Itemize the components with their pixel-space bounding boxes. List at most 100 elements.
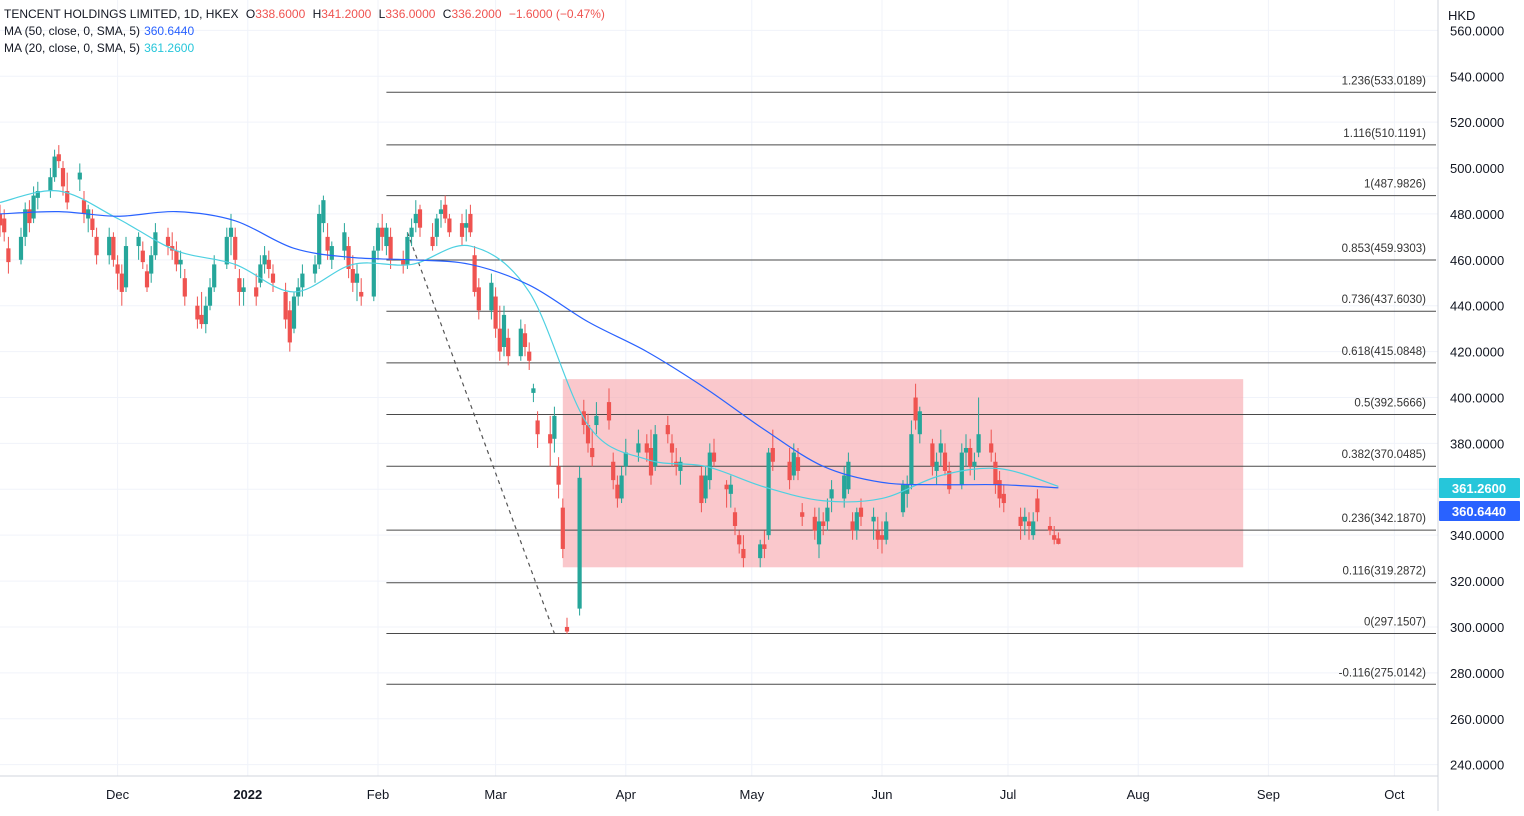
candle-body: [909, 434, 914, 485]
candle-body: [31, 195, 36, 219]
candle-up: [77, 163, 82, 191]
candle-up: [972, 452, 977, 481]
candle-body: [636, 443, 641, 453]
y-tick-label: 420.0000: [1450, 345, 1504, 360]
candle-body: [518, 328, 523, 357]
candle-down: [812, 507, 817, 540]
candle-body: [623, 452, 628, 467]
candle-down: [94, 227, 99, 265]
candle-down: [556, 457, 561, 499]
candle-body: [283, 291, 288, 320]
candle-up: [909, 420, 914, 490]
candle-body: [174, 250, 179, 265]
candle-up: [384, 223, 389, 256]
candle-up: [35, 181, 40, 210]
candle-body: [900, 484, 906, 513]
low-value: 336.0000: [385, 7, 436, 21]
candle-body: [18, 236, 24, 260]
candle-down: [287, 301, 292, 352]
symbol-title: TENCENT HOLDINGS LIMITED, 1D, HKEX: [4, 7, 239, 21]
candle-body: [90, 218, 95, 230]
candle-body: [375, 227, 381, 251]
price-badge-bg: [1439, 478, 1520, 498]
candle-up: [241, 278, 246, 306]
candle-body: [443, 204, 448, 219]
candle-down: [858, 498, 864, 526]
candle-down: [81, 190, 87, 224]
candle-down: [476, 278, 481, 320]
candle-down: [560, 498, 565, 559]
candle-body: [791, 452, 796, 476]
x-tick-label: Dec: [106, 787, 130, 802]
y-tick-label: 480.0000: [1450, 207, 1504, 222]
candle-up: [959, 443, 964, 490]
candle-body: [653, 434, 658, 467]
open-legend: O338.6000: [245, 7, 306, 21]
candle-down: [380, 213, 385, 251]
candle-down: [850, 512, 855, 540]
candle-up: [178, 250, 183, 279]
candle-up: [653, 425, 658, 471]
candle-body: [606, 402, 612, 421]
candle-up: [825, 498, 830, 531]
candle-up: [207, 278, 213, 311]
price-badge-bg: [1439, 501, 1520, 521]
candle-body: [800, 512, 805, 517]
candle-body: [493, 296, 498, 329]
candle-body: [438, 209, 444, 214]
ma20-legend-row: MA (20, close, 0, SMA, 5) 361.2600: [4, 40, 609, 57]
candle-up: [434, 213, 439, 247]
candle-down: [359, 278, 364, 306]
fib-level-label: 0.853(459.9303): [1342, 243, 1427, 255]
candle-body: [153, 232, 158, 256]
candle-down: [2, 209, 7, 242]
price-badge: 361.2600: [1439, 478, 1520, 498]
candle-up: [703, 466, 708, 504]
ma50-value: 360.6440: [144, 24, 195, 38]
candle-body: [938, 443, 943, 453]
ohlc-legend-row: TENCENT HOLDINGS LIMITED, 1D, HKEX O338.…: [4, 6, 609, 23]
candle-down: [144, 264, 150, 292]
candle-body: [459, 223, 465, 237]
candle-body: [195, 305, 200, 320]
candle-body: [262, 255, 267, 265]
candle-body: [917, 411, 922, 435]
candle-down: [989, 429, 994, 462]
candle-down: [1018, 507, 1023, 540]
x-tick-label: May: [740, 787, 765, 802]
candle-body: [1026, 521, 1032, 526]
candle-body: [535, 420, 540, 435]
candle-down: [741, 535, 746, 568]
candle-up: [107, 227, 112, 265]
candle-body: [758, 544, 763, 559]
candle-body: [464, 223, 469, 228]
candle-down: [0, 204, 3, 237]
candle-body: [94, 236, 99, 256]
candle-down: [997, 470, 1002, 508]
candle-body: [564, 626, 570, 632]
candle-body: [963, 447, 969, 453]
candle-up: [619, 466, 624, 504]
ma50-label: MA (50, close, 0, SMA, 5): [4, 24, 141, 38]
candle-down: [737, 530, 742, 554]
candle-body: [644, 443, 649, 453]
candle-body: [207, 287, 213, 306]
candle-up: [342, 223, 347, 260]
fib-level-label: 1.116(510.1191): [1343, 128, 1426, 140]
candle-down: [1035, 489, 1040, 522]
candle-down: [795, 447, 801, 481]
low-legend: L336.0000: [378, 7, 436, 21]
candle-body: [140, 250, 145, 263]
candle-up: [312, 255, 318, 283]
candle-down: [443, 195, 448, 224]
candle-up: [678, 457, 683, 485]
range-box-layer: [562, 379, 1244, 568]
candle-down: [606, 388, 612, 430]
candle-body: [241, 287, 246, 292]
candle-down: [506, 328, 511, 366]
candle-up: [938, 429, 943, 467]
fib-level-label: 0.5(392.5666): [1354, 398, 1426, 410]
